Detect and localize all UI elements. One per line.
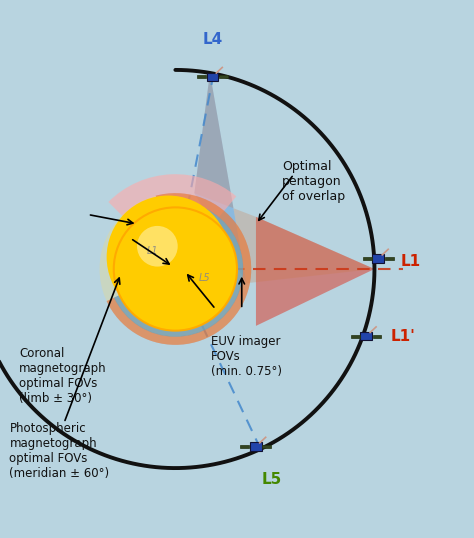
Text: Coronal
magnetograph
optimal FOVs
(limb ± 30°): Coronal magnetograph optimal FOVs (limb … xyxy=(19,346,107,405)
Text: L1': L1' xyxy=(391,329,416,344)
Text: EUV imager
FOVs
(min. 0.75°): EUV imager FOVs (min. 0.75°) xyxy=(211,335,282,378)
Circle shape xyxy=(100,193,251,345)
Wedge shape xyxy=(114,201,243,337)
Wedge shape xyxy=(109,174,237,224)
Wedge shape xyxy=(190,243,222,287)
Bar xyxy=(262,445,271,448)
Text: L5: L5 xyxy=(199,273,210,282)
FancyBboxPatch shape xyxy=(373,254,384,263)
Text: L1: L1 xyxy=(401,254,420,270)
Bar xyxy=(219,75,228,78)
Text: L1: L1 xyxy=(147,246,158,256)
FancyBboxPatch shape xyxy=(207,73,218,81)
Bar xyxy=(240,445,249,448)
Polygon shape xyxy=(194,73,374,283)
Text: Photospheric
magnetograph
optimal FOVs
(meridian ± 60°): Photospheric magnetograph optimal FOVs (… xyxy=(9,422,109,480)
Bar xyxy=(351,335,359,337)
Circle shape xyxy=(124,213,213,301)
FancyBboxPatch shape xyxy=(250,442,262,451)
Circle shape xyxy=(114,207,237,331)
FancyBboxPatch shape xyxy=(360,332,372,341)
Polygon shape xyxy=(256,217,374,326)
Polygon shape xyxy=(194,73,246,283)
Text: L4: L4 xyxy=(202,32,222,47)
Wedge shape xyxy=(107,193,251,345)
Circle shape xyxy=(107,195,230,319)
Text: Optimal
pentagon
of overlap: Optimal pentagon of overlap xyxy=(282,160,345,203)
Bar xyxy=(373,335,382,337)
Bar xyxy=(197,75,206,78)
Bar xyxy=(363,257,372,260)
Circle shape xyxy=(137,226,178,267)
Text: L5: L5 xyxy=(261,472,282,487)
Bar xyxy=(385,257,393,260)
Circle shape xyxy=(142,231,194,283)
